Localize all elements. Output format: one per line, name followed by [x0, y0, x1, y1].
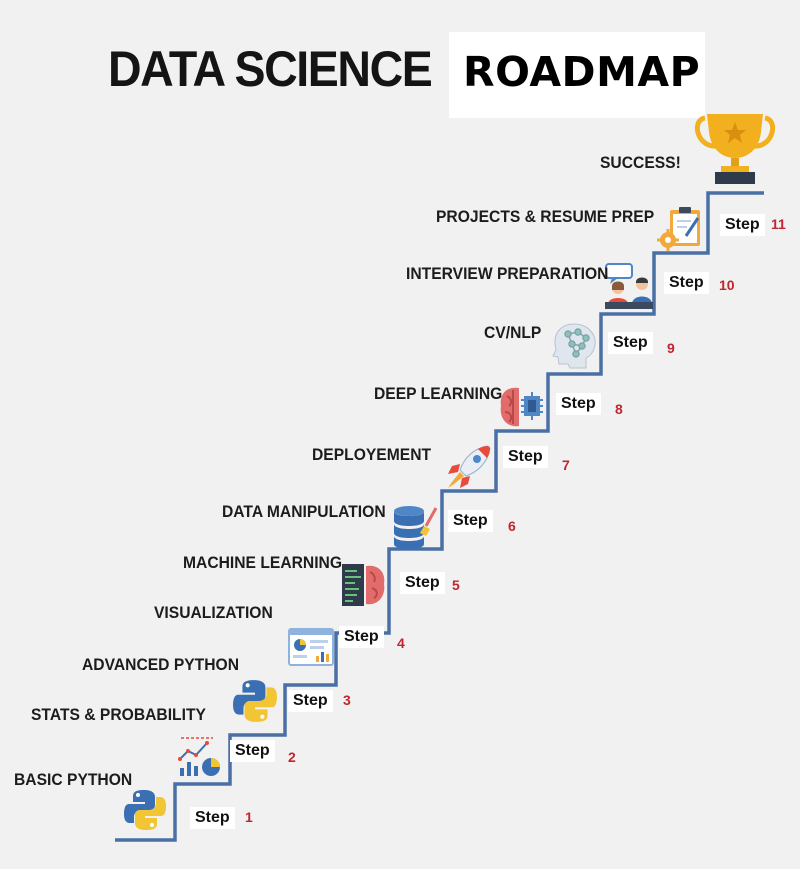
- step-2-number: 2: [288, 749, 296, 765]
- step-3-label: ADVANCED PYTHON: [82, 655, 239, 674]
- step-3-badge: Step: [288, 690, 333, 712]
- step-word: Step: [405, 574, 440, 591]
- interview-icon: [605, 263, 653, 309]
- step-9-badge: Step: [608, 332, 653, 354]
- code-brain-icon: [342, 564, 385, 606]
- database-icon: [394, 506, 438, 549]
- step-9-label: CV/NLP: [484, 323, 542, 342]
- step-5-badge: Step: [400, 572, 445, 594]
- step-2-label: STATS & PROBABILITY: [31, 705, 206, 724]
- step-word: Step: [613, 334, 648, 351]
- step-1-badge: Step: [190, 807, 235, 829]
- step-4-badge: Step: [339, 626, 384, 648]
- step-word: Step: [669, 274, 704, 291]
- step-5-label: MACHINE LEARNING: [183, 553, 343, 572]
- step-11-badge: Step: [720, 214, 765, 236]
- step-11-number: 11: [771, 216, 786, 232]
- step-1-label: BASIC PYTHON: [14, 770, 133, 789]
- step-word: Step: [725, 216, 760, 233]
- step-10-badge: Step: [664, 272, 709, 294]
- step-7-badge: Step: [503, 446, 548, 468]
- step-7-label: DEPLOYEMENT: [312, 445, 432, 464]
- brain-chip-icon: [500, 387, 543, 427]
- trophy-icon: [694, 114, 776, 184]
- step-1-number: 1: [245, 809, 253, 825]
- step-6-number: 6: [508, 518, 516, 534]
- step-word: Step: [561, 395, 596, 412]
- step-2-badge: Step: [230, 740, 275, 762]
- step-6-badge: Step: [448, 510, 493, 532]
- step-9-number: 9: [667, 340, 675, 356]
- step-5-number: 5: [452, 577, 460, 593]
- step-8-label: DEEP LEARNING: [374, 384, 503, 403]
- python-logo-icon: [233, 680, 277, 722]
- clipboard-gear-icon: [657, 207, 700, 251]
- step-4-number: 4: [397, 635, 405, 651]
- python-logo-icon: [124, 790, 166, 830]
- dashboard-icon: [288, 628, 334, 666]
- step-8-badge: Step: [556, 393, 601, 415]
- step-6-label: DATA MANIPULATION: [222, 502, 386, 521]
- step-word: Step: [508, 448, 543, 465]
- title-highlight-box: [449, 32, 705, 118]
- step-word: Step: [235, 742, 270, 759]
- step-word: Step: [195, 809, 230, 826]
- ai-head-icon: [552, 323, 596, 369]
- rocket-icon: [448, 445, 491, 488]
- step-11-label: PROJECTS & RESUME PREP: [436, 207, 655, 226]
- step-4-label: VISUALIZATION: [154, 603, 273, 622]
- step-8-number: 8: [615, 401, 623, 417]
- step-word: Step: [344, 628, 379, 645]
- step-10-number: 10: [719, 277, 735, 293]
- step-word: Step: [453, 512, 488, 529]
- goal-label: SUCCESS!: [600, 153, 681, 172]
- step-word: Step: [293, 692, 328, 709]
- title-data-science: DATA SCIENCE: [108, 41, 433, 97]
- step-3-number: 3: [343, 692, 351, 708]
- stats-chart-icon: [178, 737, 220, 776]
- title-roadmap: ROADMAP: [463, 48, 701, 96]
- step-10-label: INTERVIEW PREPARATION: [406, 264, 609, 283]
- step-7-number: 7: [562, 457, 570, 473]
